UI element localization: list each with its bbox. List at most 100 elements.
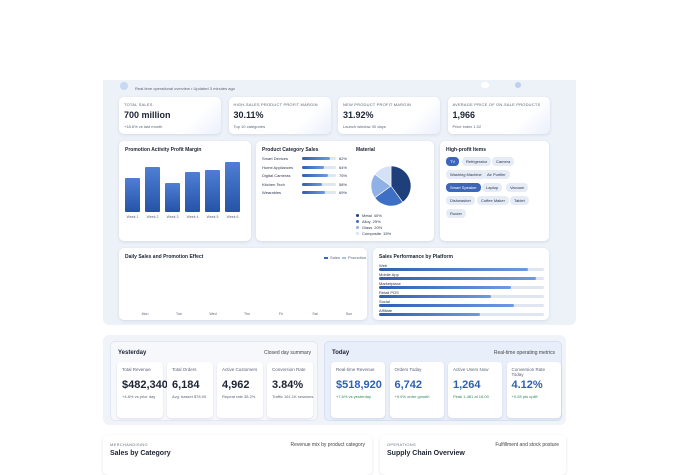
tag-chip[interactable]: Air Purifier xyxy=(483,170,510,179)
platform-name: Social xyxy=(379,299,390,304)
progress-track xyxy=(302,174,336,177)
metric-value: 6,184 xyxy=(172,379,200,391)
supply-chain-card: OPERATIONS Supply Chain Overview Fulfill… xyxy=(380,435,566,475)
progress-track xyxy=(302,165,336,169)
tag-chip[interactable]: Laptop xyxy=(482,183,503,192)
card-title: Sales by Category xyxy=(110,450,171,457)
kpi-label: NEW PRODUCT PROFIT MARGIN xyxy=(343,102,411,107)
legend-swatch xyxy=(356,214,359,217)
platform-name: Retail POS xyxy=(379,290,399,295)
tag-chip[interactable]: Router xyxy=(446,209,467,218)
avatar[interactable] xyxy=(515,82,521,88)
item-name: Wearables xyxy=(262,190,282,195)
platform-name: Web xyxy=(379,263,388,268)
progress-bar xyxy=(302,157,330,160)
metric-note: +9.0% order growth xyxy=(394,394,430,399)
legend-name: Glass xyxy=(362,225,373,230)
kpi-value: 31.92% xyxy=(343,110,374,120)
icon-button[interactable] xyxy=(481,82,489,88)
x-tick-label: Wed xyxy=(209,312,217,316)
metric-value: 3.84% xyxy=(272,379,304,391)
card-subtitle: Fulfillment and stock posture xyxy=(495,442,559,448)
platform-card: Sales Performance by Platform Web Mobile … xyxy=(373,248,549,320)
legend-name: Alloy xyxy=(362,219,371,224)
metric-note: Traffic 161.1K sessions xyxy=(272,394,314,399)
category-card: Product Category Sales Material Smart De… xyxy=(256,141,434,241)
kpi-card: HIGH-SALES PRODUCT PROFIT MARGIN 30.11% To… xyxy=(228,97,331,134)
progress-track xyxy=(379,295,544,298)
platform-name: Mobile App xyxy=(379,272,399,277)
tag-chip[interactable]: Coffee Maker xyxy=(477,196,509,205)
legend-value: 15% xyxy=(383,231,392,236)
metric-note: Peak 1,481 at 16:00 xyxy=(453,394,489,399)
bar xyxy=(225,162,240,212)
progress-track xyxy=(379,268,544,271)
x-tick-label: Fri xyxy=(278,312,284,316)
x-tick-label: Week 6 xyxy=(226,215,239,219)
metric-note: +4.8% vs prior day xyxy=(122,394,156,399)
metric-value: 1,264 xyxy=(453,379,481,391)
kpi-card: AVERAGE PRICE OF ON-SALE PRODUCTS 1,966 Pr… xyxy=(447,97,550,134)
kpi-card: NEW PRODUCT PROFIT MARGIN 31.92% Launch wi… xyxy=(338,97,440,134)
tag-chip[interactable]: Camera xyxy=(492,157,515,166)
pie-chart xyxy=(370,165,412,207)
group-title: Yesterday xyxy=(118,350,147,356)
progress-bar xyxy=(379,304,515,307)
logo xyxy=(120,82,128,90)
x-tick-label: Week 3 xyxy=(166,215,179,219)
metric-value: 4.12% xyxy=(511,379,543,391)
summary-panel: Yesterday Closed day summary Total Reven… xyxy=(103,335,566,425)
legend-value: 25% xyxy=(372,219,381,224)
metric-card: Total Revenue $482,340 +4.8% vs prior day xyxy=(117,362,168,418)
metric-label: Conversion Rate Today xyxy=(511,367,546,377)
legend-name: Sales xyxy=(330,255,341,260)
tag-chip[interactable]: Smart Speaker xyxy=(446,183,481,192)
legend-swatch xyxy=(324,256,328,259)
x-tick-label: Week 4 xyxy=(186,215,199,219)
progress-bar xyxy=(302,165,324,169)
metric-card: Real-time Revenue $518,920 +7.6% vs yester… xyxy=(331,362,385,418)
card-title: Product Category Sales xyxy=(262,147,319,153)
legend-item: Alloy 25% xyxy=(356,219,381,224)
metric-note: Repeat rate 38.2% xyxy=(222,394,256,399)
legend-name: Promotion xyxy=(348,255,367,260)
tag-chip[interactable]: Washing Machine xyxy=(446,170,486,179)
kpi-note: Price index 1.02 xyxy=(452,124,482,129)
progress-bar xyxy=(379,286,511,289)
item-value: 69% xyxy=(339,190,348,195)
tag-chip[interactable]: Dishwasher xyxy=(446,196,475,205)
kpi-value: 700 million xyxy=(124,110,171,120)
card-subtitle: Revenue mix by product category xyxy=(290,442,365,448)
x-tick-label: Week 2 xyxy=(146,215,159,219)
item-value: 82% xyxy=(339,156,348,161)
platform-name: Marketplace xyxy=(379,281,401,286)
card-title: Supply Chain Overview xyxy=(387,450,465,457)
metric-value: $482,340 xyxy=(122,379,168,391)
x-tick-label: Sun xyxy=(345,312,353,316)
progress-bar xyxy=(379,295,492,298)
metric-label: Conversion Rate xyxy=(272,367,306,372)
progress-track xyxy=(302,182,336,186)
bar xyxy=(145,167,160,212)
kpi-label: HIGH-SALES PRODUCT PROFIT MARGIN xyxy=(233,102,318,107)
progress-bar xyxy=(379,277,536,280)
item-name: Kitchen Tech xyxy=(262,181,285,187)
tag-chip[interactable]: Refrigerator xyxy=(462,157,492,166)
group-title: Today xyxy=(332,350,350,356)
progress-track xyxy=(379,304,544,307)
metric-card: Orders Today 6,742 +9.0% order growth xyxy=(389,362,444,418)
group-subtitle: Real-time operating metrics xyxy=(493,350,555,356)
card-title: Material xyxy=(356,147,375,153)
metric-value: $518,920 xyxy=(336,379,382,391)
metric-note: Avg. basket $78.00 xyxy=(172,394,207,399)
progress-track xyxy=(302,157,336,160)
today-group: Today Real-time operating metrics Real-t… xyxy=(324,341,562,421)
tag-chip[interactable]: TV xyxy=(446,157,460,166)
tag-chip[interactable]: Tablet xyxy=(510,196,529,205)
eyebrow: MERCHANDISING xyxy=(110,442,148,447)
kpi-note: +18.6% vs last month xyxy=(124,124,163,129)
x-tick-label: Tue xyxy=(176,312,182,316)
tag-chip[interactable]: Vacuum xyxy=(506,183,529,192)
card-title: Sales Performance by Platform xyxy=(379,254,453,260)
metric-note: +0.28 pts uplift xyxy=(511,394,538,399)
